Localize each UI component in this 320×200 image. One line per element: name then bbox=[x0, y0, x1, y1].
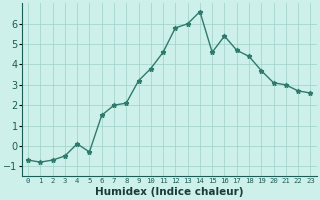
X-axis label: Humidex (Indice chaleur): Humidex (Indice chaleur) bbox=[95, 187, 244, 197]
